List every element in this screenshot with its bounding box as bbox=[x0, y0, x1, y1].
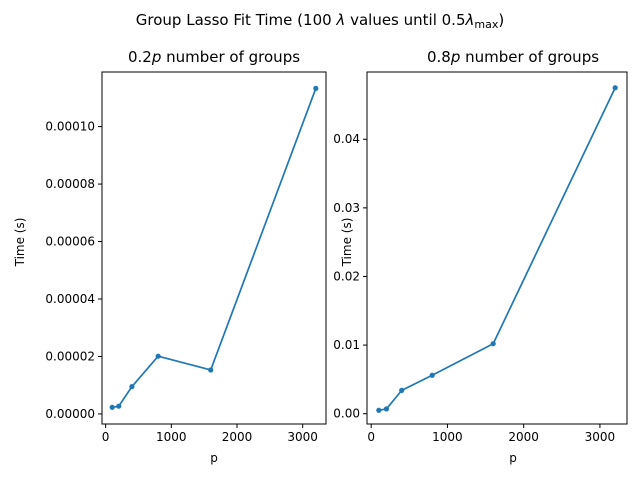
right-chart-frame bbox=[366, 71, 628, 425]
left-chart-frame bbox=[101, 71, 327, 425]
right-chart-y-axis-label: Time (s) bbox=[340, 218, 354, 268]
left-chart-y-axis: 0.00000 0.00002 0.00004 0.00006 0.00008 0.000… bbox=[45, 120, 102, 421]
left-chart-x-axis: 0 1000 2000 3000 bbox=[102, 424, 318, 444]
right-x-tick-label: 2000 bbox=[508, 430, 539, 444]
figure-suptitle: Group Lasso Fit Time (100 λ values until… bbox=[136, 11, 504, 31]
left-data-point bbox=[109, 404, 115, 410]
left-x-tick-label: 3000 bbox=[287, 430, 318, 444]
right-data-point bbox=[490, 341, 496, 347]
right-chart-x-axis-label: p bbox=[509, 451, 517, 465]
right-y-tick-label: 0.04 bbox=[333, 132, 360, 146]
left-y-tick-label: 0.00006 bbox=[45, 235, 95, 249]
left-y-tick-label: 0.00008 bbox=[45, 177, 95, 191]
right-data-point bbox=[399, 387, 405, 393]
right-data-point bbox=[612, 85, 618, 91]
right-x-tick-label: 1000 bbox=[432, 430, 463, 444]
right-y-tick-label: 0.02 bbox=[333, 269, 360, 283]
right-chart-title: 0.8p number of groups bbox=[427, 48, 599, 66]
left-data-point bbox=[313, 85, 319, 91]
right-y-tick-label: 0.00 bbox=[333, 407, 360, 421]
right-x-tick-label: 3000 bbox=[585, 430, 616, 444]
left-chart-title: 0.2p number of groups bbox=[128, 48, 300, 66]
right-chart: 0.8p number of groups 0 1000 2000 3000 0.00… bbox=[333, 48, 628, 465]
right-data-point bbox=[383, 406, 390, 412]
left-x-tick-label: 0 bbox=[102, 430, 110, 444]
right-y-tick-label: 0.03 bbox=[333, 201, 360, 215]
right-chart-series bbox=[376, 85, 618, 413]
left-data-point bbox=[155, 353, 161, 359]
left-y-tick-label: 0.00010 bbox=[45, 120, 95, 134]
left-x-tick-label: 1000 bbox=[156, 430, 187, 444]
left-chart: 0.2p number of groups 0 1000 2000 3000 0.00… bbox=[13, 48, 327, 465]
right-x-tick-label: 0 bbox=[367, 430, 375, 444]
left-data-point bbox=[116, 403, 122, 409]
right-data-point bbox=[429, 372, 435, 378]
left-data-point bbox=[129, 384, 135, 390]
left-data-point bbox=[208, 367, 214, 373]
right-chart-x-axis: 0 1000 2000 3000 bbox=[367, 424, 615, 444]
left-y-tick-label: 0.00002 bbox=[45, 349, 95, 363]
right-chart-y-axis: 0.00 0.01 0.02 0.03 0.04 bbox=[333, 132, 367, 421]
right-y-tick-label: 0.01 bbox=[333, 338, 360, 352]
left-chart-series bbox=[109, 85, 319, 410]
left-y-tick-label: 0.00000 bbox=[45, 407, 95, 421]
left-chart-x-axis-label: p bbox=[210, 451, 218, 465]
left-y-tick-label: 0.00004 bbox=[45, 292, 95, 306]
right-data-point bbox=[376, 407, 382, 413]
left-chart-y-axis-label: Time (s) bbox=[13, 218, 27, 268]
left-x-tick-label: 2000 bbox=[222, 430, 253, 444]
